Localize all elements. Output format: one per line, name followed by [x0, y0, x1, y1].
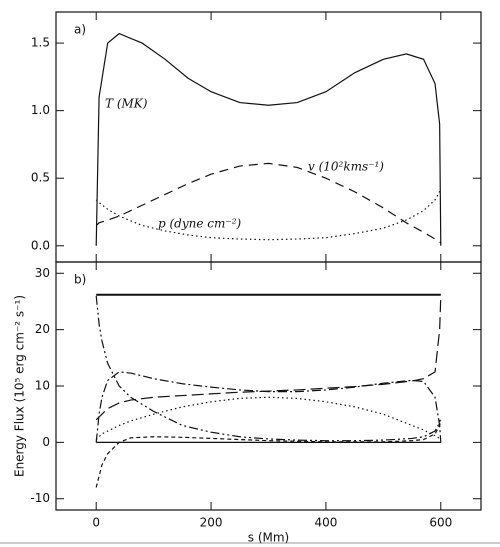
panel-label: b)	[74, 273, 86, 287]
data-line	[95, 32, 442, 246]
data-line	[95, 419, 442, 488]
y-tick-label: 1.5	[31, 36, 50, 50]
y-tick-label: -10	[30, 491, 50, 505]
y-axis-label: Energy Flux (10⁵ erg cm⁻² s⁻¹)	[13, 295, 27, 477]
x-tick-label: 200	[200, 516, 223, 530]
y-tick-label: 1.0	[31, 103, 50, 117]
data-line	[95, 162, 442, 244]
x-axis-label: s (Mm)	[248, 531, 289, 545]
y-tick-label: 10	[35, 379, 50, 393]
y-tick-label: 30	[35, 266, 50, 280]
annotation: T (MK)	[105, 97, 148, 111]
data-line	[95, 371, 442, 443]
data-line	[95, 188, 442, 241]
data-line	[95, 295, 442, 421]
x-tick-label: 600	[429, 516, 452, 530]
y-tick-label: 20	[35, 322, 50, 336]
data-line	[95, 396, 442, 440]
y-tick-label: 0.0	[31, 238, 50, 252]
x-tick-label: 400	[314, 516, 337, 530]
y-tick-label: 0	[42, 435, 50, 449]
annotation: v (10²kms⁻¹)	[308, 160, 384, 174]
y-tick-label: 0.5	[31, 171, 50, 185]
panel-label: a)	[74, 23, 86, 37]
x-tick-label: 0	[92, 516, 100, 530]
annotation: p (dyne cm⁻²)	[158, 217, 242, 231]
data-line	[95, 295, 442, 442]
plot-frame	[55, 11, 482, 263]
